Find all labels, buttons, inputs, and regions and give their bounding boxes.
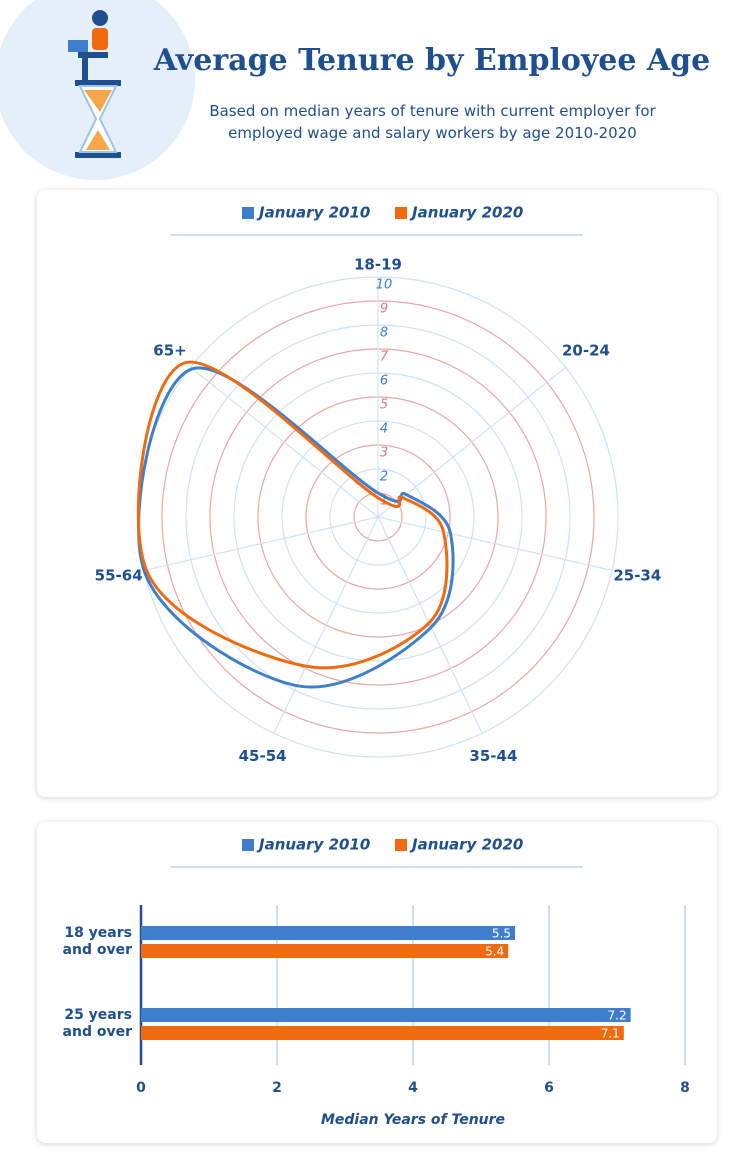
x-tick-label: 4	[408, 1080, 418, 1096]
legend-swatch	[395, 839, 407, 851]
bar-value-label: 7.2	[608, 1009, 627, 1023]
spoke	[377, 516, 483, 734]
legend-swatch	[242, 839, 254, 851]
legend-label: January 2010	[256, 836, 370, 854]
bar	[141, 926, 515, 940]
category-label: 35-44	[469, 747, 517, 765]
hourglass-illustration	[68, 10, 121, 158]
title: Average Tenure by Employee Age	[153, 43, 711, 78]
bar	[141, 944, 509, 958]
bar	[141, 1008, 631, 1022]
radial-tick-label: 4	[380, 422, 388, 437]
radial-tick-label: 2	[380, 470, 388, 485]
spoke	[143, 516, 379, 571]
radar-line	[137, 366, 455, 689]
legend-label: January 2020	[409, 836, 523, 854]
radial-tick-label: 6	[380, 374, 388, 389]
spoke	[377, 516, 613, 571]
radar-line	[136, 360, 449, 670]
spoke	[377, 366, 567, 518]
category-label: 18 years and over	[62, 925, 132, 958]
bar	[141, 1026, 624, 1040]
x-tick-label: 2	[272, 1080, 282, 1096]
radial-tick-label: 8	[380, 326, 388, 341]
radial-tick-label: 5	[380, 398, 388, 413]
bar-panel	[37, 822, 717, 1143]
radial-tick-label: 3	[380, 446, 388, 461]
bar-value-label: 5.4	[485, 945, 504, 959]
x-tick-label: 6	[544, 1080, 554, 1096]
category-label: 25-34	[613, 567, 661, 585]
header: Average Tenure by Employee Age Based on …	[0, 0, 711, 180]
bar-value-label: 7.1	[601, 1027, 620, 1041]
spoke	[273, 516, 379, 734]
category-label: 45-54	[239, 747, 287, 765]
radial-tick-label: 9	[380, 302, 388, 317]
category-label: 25 years and over	[62, 1007, 132, 1040]
legend-swatch	[395, 207, 407, 219]
spoke	[189, 366, 379, 518]
subtitle: Based on median years of tenure with cur…	[209, 102, 656, 142]
category-label: 65+	[153, 342, 186, 360]
x-axis-label: Median Years of Tenure	[321, 1112, 505, 1128]
category-label: 20-24	[562, 342, 610, 360]
legend-label: January 2020	[409, 204, 523, 222]
radial-tick-label: 10	[376, 278, 393, 293]
category-label: 55-64	[95, 567, 143, 585]
x-tick-label: 8	[680, 1080, 690, 1096]
bar-value-label: 5.5	[492, 927, 511, 941]
legend-swatch	[242, 207, 254, 219]
x-tick-label: 0	[136, 1080, 146, 1096]
category-label: 18-19	[354, 256, 402, 274]
subtitle-box: Based on median years of tenure with cur…	[209, 102, 656, 142]
legend-label: January 2010	[256, 204, 370, 222]
radial-tick-label: 7	[380, 350, 389, 365]
